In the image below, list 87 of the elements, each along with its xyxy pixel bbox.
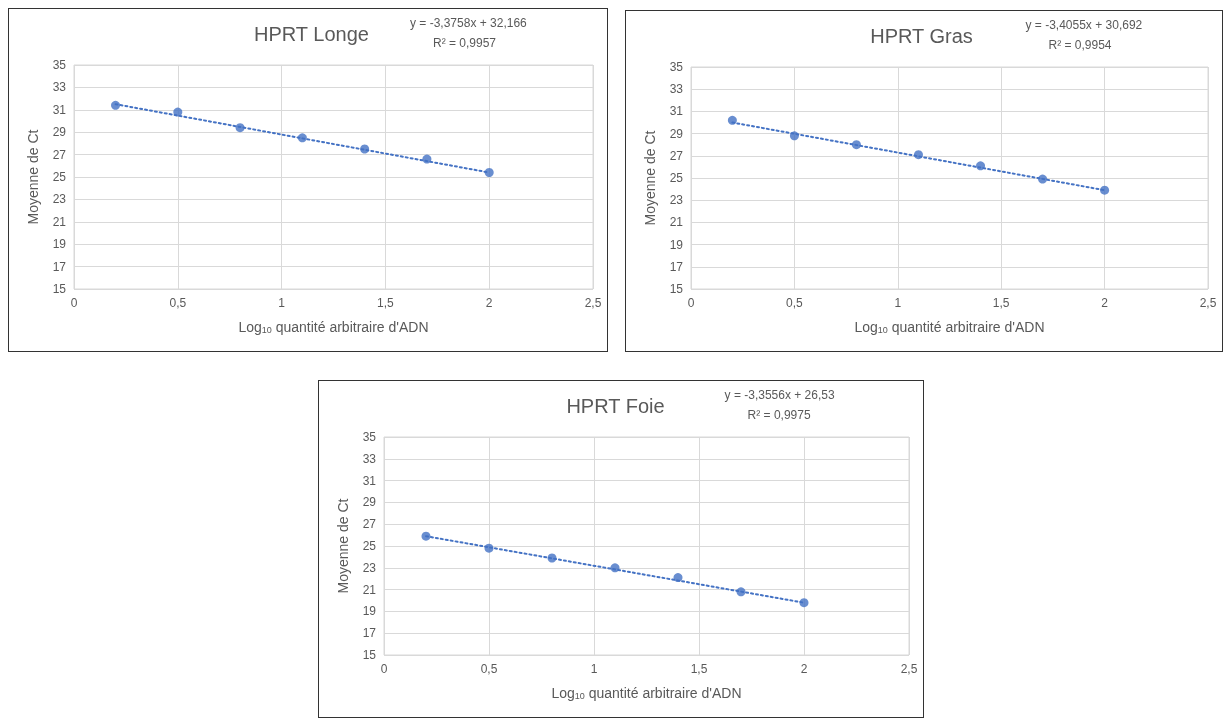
point [111,100,121,110]
x-tick-label: 0,5 [169,296,187,310]
x-tick-label: 2 [800,662,808,676]
point [484,168,494,178]
point [422,154,432,164]
chart-title: HPRT Longe [254,23,369,45]
point [360,144,370,154]
y-tick-label: 17 [362,626,377,641]
x-tick-label: 1 [590,662,598,676]
y-tick-label: 33 [52,80,67,95]
x-axis-title: Log10 quantité arbitraire d'ADN [854,318,1045,335]
text: R² = 0,9975 [747,408,811,422]
y-tick-label: 29 [362,495,377,510]
x-axis-title: Log10 quantité arbitraire d'ADN [551,684,742,701]
x-tick-label: 0,5 [480,662,498,676]
x-tick-label: 1,5 [690,662,708,676]
y-tick-label: 15 [52,282,67,296]
point [976,161,986,171]
y-tick-label: 29 [52,125,67,140]
y-tick-label: 23 [52,192,67,207]
x-tick-label: 1 [278,296,286,310]
y-tick-label: 21 [362,582,377,597]
x-tick-label: 2 [485,296,493,310]
point [1038,174,1048,184]
y-tick-label: 29 [669,126,684,141]
y-tick-label: 19 [669,237,684,252]
y-tick-label: 19 [362,604,377,619]
chart-title: HPRT Gras [870,25,973,47]
point [235,123,245,133]
y-tick-label: 15 [669,282,684,296]
y-tick-label: 35 [362,430,377,444]
y-tick-label: 25 [52,170,67,184]
point [173,107,183,117]
x-axis-title: Log10 quantité arbitraire d'ADN [238,318,429,335]
text: R² = 0,9954 [1048,38,1112,52]
point [673,573,683,583]
x-tick-label: 2,5 [1199,296,1217,310]
point [913,150,923,160]
point [799,598,809,608]
point [421,531,431,541]
x-tick-label: 2,5 [584,296,602,310]
text: y = -3,3556x + 26,53 [724,388,835,402]
x-tick-label: 1,5 [377,296,395,310]
y-tick-label: 25 [669,171,684,185]
point [610,563,620,573]
point [736,587,746,597]
text: y = -3,4055x + 30,692 [1025,18,1143,32]
x-tick-label: 0,5 [786,296,804,310]
y-axis-title: Moyenne de Ct [642,130,658,226]
x-tick-label: 2 [1101,296,1109,310]
x-tick-label: 1,5 [992,296,1010,310]
x-tick-label: 2,5 [900,662,918,676]
x-tick-label: 1 [894,296,902,310]
x-tick-label: 0 [687,296,695,310]
y-tick-label: 21 [669,215,684,230]
x-tick-label: 0 [380,662,388,676]
y-tick-label: 35 [669,60,684,74]
point [789,131,799,141]
y-tick-label: 23 [669,193,684,208]
y-tick-label: 27 [362,517,377,532]
y-tick-label: 25 [362,539,377,553]
point [484,543,494,553]
point [297,133,307,143]
chart-title: HPRT Foie [566,395,665,417]
text: R² = 0,9957 [433,36,497,50]
y-tick-label: 27 [52,147,67,162]
y-axis-title: Moyenne de Ct [25,129,41,225]
y-tick-label: 17 [52,259,67,274]
y-tick-label: 31 [52,102,67,117]
y-tick-label: 31 [362,473,377,488]
text: y = -3,3758x + 32,166 [409,16,528,30]
y-tick-label: 21 [52,214,67,229]
x-tick-label: 0 [70,296,78,310]
y-tick-label: 27 [669,148,684,163]
y-tick-label: 33 [669,82,684,97]
y-tick-label: 35 [52,58,67,72]
point [547,553,557,563]
point [1100,185,1110,195]
y-tick-label: 15 [362,648,377,662]
y-tick-label: 19 [52,237,67,252]
point [727,115,737,125]
point [851,140,861,150]
y-tick-label: 31 [669,104,684,119]
y-tick-label: 23 [362,560,377,575]
y-tick-label: 17 [669,259,684,274]
y-axis-title: Moyenne de Ct [335,498,351,594]
y-tick-label: 33 [362,451,377,466]
